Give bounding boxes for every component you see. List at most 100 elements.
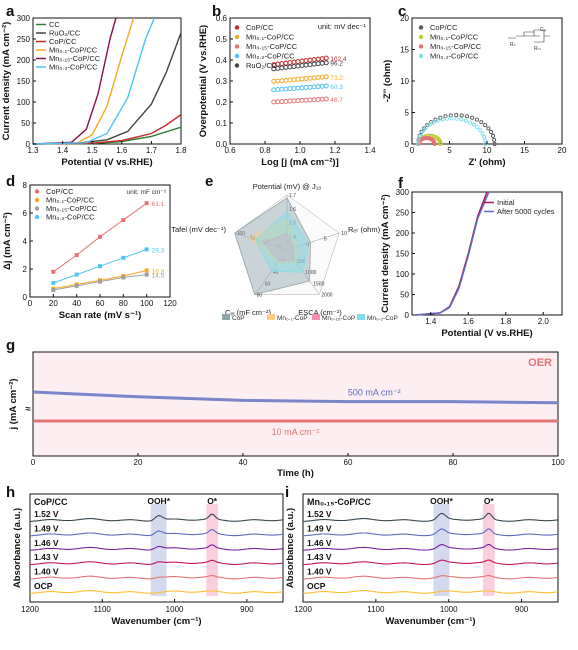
data-point <box>323 74 329 80</box>
band-label: OOH* <box>430 496 453 506</box>
data-point <box>435 118 440 123</box>
data-point <box>299 76 305 82</box>
data-point <box>144 268 149 273</box>
y-tick-label: 300 <box>396 188 410 197</box>
data-point <box>463 118 468 123</box>
y-tick-label: 8 <box>23 181 28 190</box>
radar-axis <box>254 249 288 295</box>
radar-axis-label: ESCA (cm⁻²) <box>298 308 342 317</box>
circuit-label: Rₛ <box>510 42 516 48</box>
data-point <box>323 83 329 89</box>
spectrum-line <box>29 575 284 580</box>
data-point <box>303 84 309 90</box>
data-point <box>444 116 449 121</box>
legend-entry: Mn₀.₁-CoP/CC <box>246 33 295 42</box>
chart-i-frame <box>302 493 559 603</box>
legend-marker <box>418 53 424 59</box>
y-axis-label: Current density (mA cm⁻²) <box>1 22 12 141</box>
series-line <box>415 191 490 316</box>
data-point <box>315 84 321 90</box>
legend-marker <box>234 63 240 68</box>
y-tick-label: 10 <box>400 77 409 86</box>
x-tick-label: 0.6 <box>224 146 236 155</box>
data-point <box>311 61 317 67</box>
legend-entry: Mn₀.₁₅-CoP/CC <box>246 42 298 51</box>
y-tick-label: 200 <box>396 229 410 238</box>
x-tick-label: 1.4 <box>364 146 376 155</box>
x-tick-label: 20 <box>558 146 567 155</box>
x-tick-label: 60 <box>96 299 105 308</box>
y-tick-label: 0.3 <box>216 77 228 86</box>
data-point <box>51 288 56 292</box>
data-point <box>74 283 79 288</box>
data-label: 29.3 <box>152 247 165 254</box>
data-point <box>283 98 289 104</box>
data-point <box>299 63 305 69</box>
data-point <box>471 122 476 127</box>
radar-tick-label: 40 <box>276 244 282 250</box>
spectrum-line <box>302 512 559 522</box>
spectrum-label: 1.52 V <box>34 509 59 519</box>
data-point <box>474 117 479 122</box>
circuit-label: Rₜₛ <box>534 46 541 52</box>
x-tick-label: 1.6 <box>463 317 475 326</box>
data-label: 46.7 <box>330 97 343 104</box>
y-tick-label: 100 <box>396 270 410 279</box>
data-point <box>144 272 149 277</box>
data-point <box>299 97 305 103</box>
x-tick-label: 20 <box>134 458 143 467</box>
x-tick-label: 100 <box>140 299 154 308</box>
data-label: 96.2 <box>330 61 343 68</box>
data-point <box>283 60 289 66</box>
circuit-diagram <box>508 29 550 43</box>
radar-tick-label: 1.4 <box>289 234 296 240</box>
data-point <box>98 264 102 269</box>
radar-axis <box>286 232 340 251</box>
radar-axis-label: Cₑₗ (mF cm⁻²) <box>225 308 271 317</box>
data-point <box>275 78 281 84</box>
data-point <box>307 84 313 90</box>
data-point <box>291 63 297 69</box>
y-tick-label: 250 <box>17 35 31 44</box>
circuit-label: Cₑₗ <box>540 27 546 33</box>
y-tick-label: 0.5 <box>216 35 228 44</box>
legend-entry: Mn₀.₂-CoP/CC <box>246 52 295 61</box>
x-tick-label: 1000 <box>440 605 458 614</box>
chart-g-frame <box>32 351 559 457</box>
legend-marker <box>234 53 240 59</box>
data-point <box>311 97 317 103</box>
legend-entry: CC <box>49 20 60 29</box>
panel-label-a: a <box>6 3 15 20</box>
y-tick-label: 0.1 <box>216 119 228 128</box>
x-tick-label: 1.6 <box>116 146 128 155</box>
radar-tick-label: 500 <box>297 259 306 265</box>
y-tick-label: 5 <box>405 109 410 118</box>
data-point <box>438 141 443 147</box>
x-tick-label: 0 <box>31 458 36 467</box>
data-point <box>483 138 488 143</box>
panel-label-f: f <box>398 175 404 192</box>
data-point <box>283 77 289 83</box>
band-highlight <box>150 504 167 596</box>
data-point <box>323 55 329 61</box>
legend-entry: Mn₀.₁-CoP/CC <box>49 46 98 55</box>
y-tick-label: 0 <box>405 140 410 149</box>
data-point <box>303 58 309 64</box>
y-tick-label: 50 <box>21 119 30 128</box>
legend-entry: CoP/CC <box>49 37 77 46</box>
panel-label-i: i <box>285 484 289 501</box>
y-tick-label: 15 <box>400 46 409 55</box>
legend-marker <box>234 25 240 30</box>
spectrum-label: 1.43 V <box>34 552 59 562</box>
radar-series-2 <box>262 232 295 262</box>
data-point <box>287 60 293 66</box>
legend-marker <box>234 34 240 40</box>
y-tick-label: 0.2 <box>216 98 228 107</box>
spectrum-line <box>29 544 284 551</box>
data-point <box>295 63 301 69</box>
data-point <box>307 75 313 81</box>
x-tick-label: 80 <box>119 299 128 308</box>
data-point <box>295 85 301 91</box>
x-axis-label: Potential (V vs.RHE) <box>61 157 152 168</box>
